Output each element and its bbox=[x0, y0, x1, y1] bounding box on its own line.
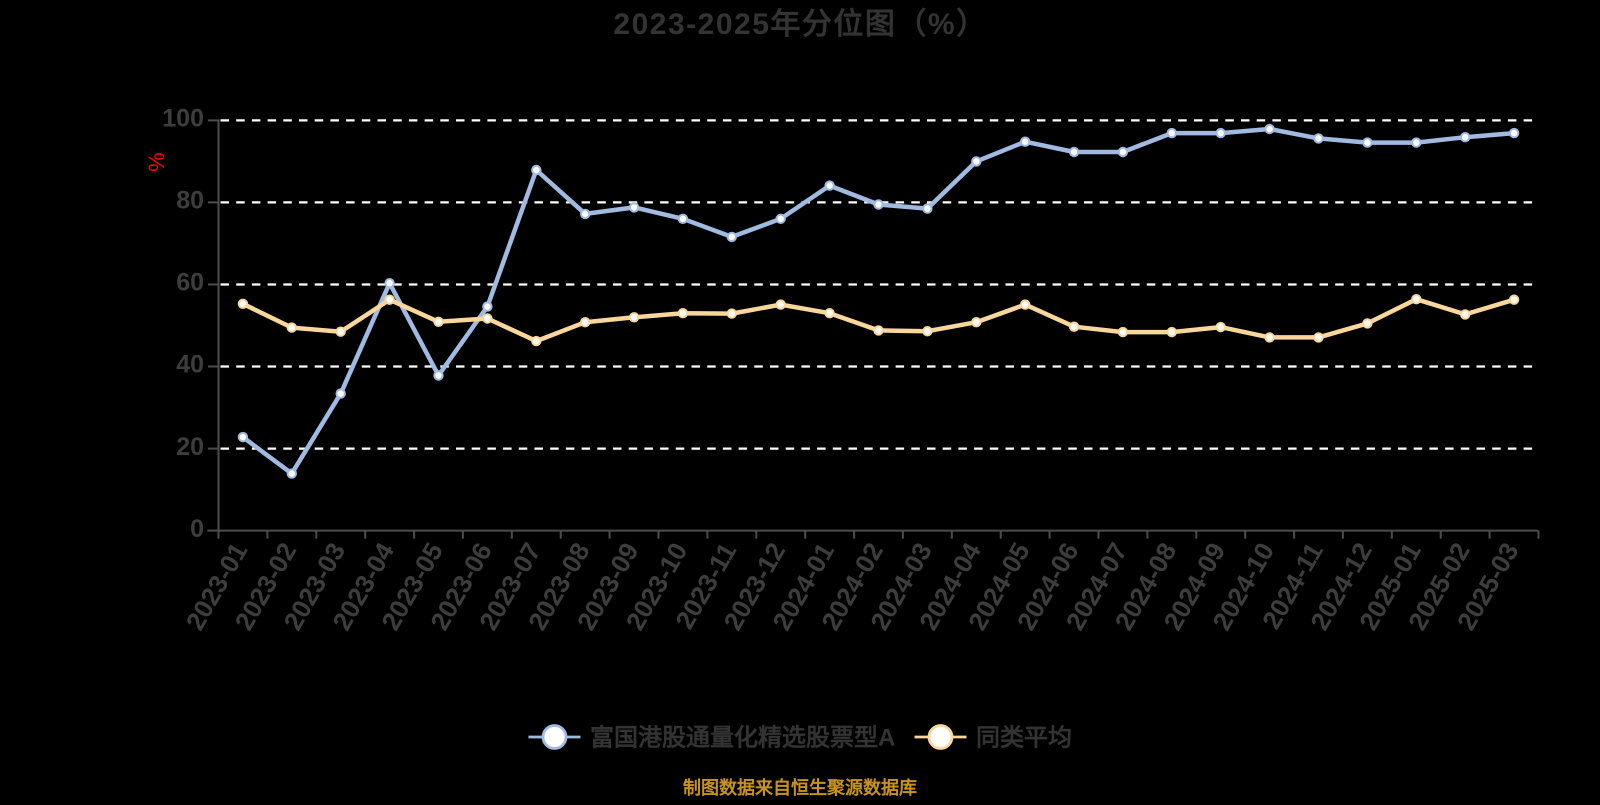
svg-text:富国港股通量化精选股票型A: 富国港股通量化精选股票型A bbox=[590, 724, 895, 752]
svg-text:同类平均: 同类平均 bbox=[976, 724, 1072, 752]
svg-text:制图数据来自恒生聚源数据库: 制图数据来自恒生聚源数据库 bbox=[683, 777, 917, 798]
svg-text:100: 100 bbox=[162, 105, 204, 133]
svg-text:80: 80 bbox=[176, 187, 204, 215]
svg-text:0: 0 bbox=[190, 515, 204, 543]
svg-text:%: % bbox=[144, 152, 169, 172]
svg-text:20: 20 bbox=[176, 433, 204, 461]
svg-text:40: 40 bbox=[176, 351, 204, 379]
svg-text:2023-2025年分位图（%）: 2023-2025年分位图（%） bbox=[613, 7, 987, 41]
svg-text:60: 60 bbox=[176, 269, 204, 297]
